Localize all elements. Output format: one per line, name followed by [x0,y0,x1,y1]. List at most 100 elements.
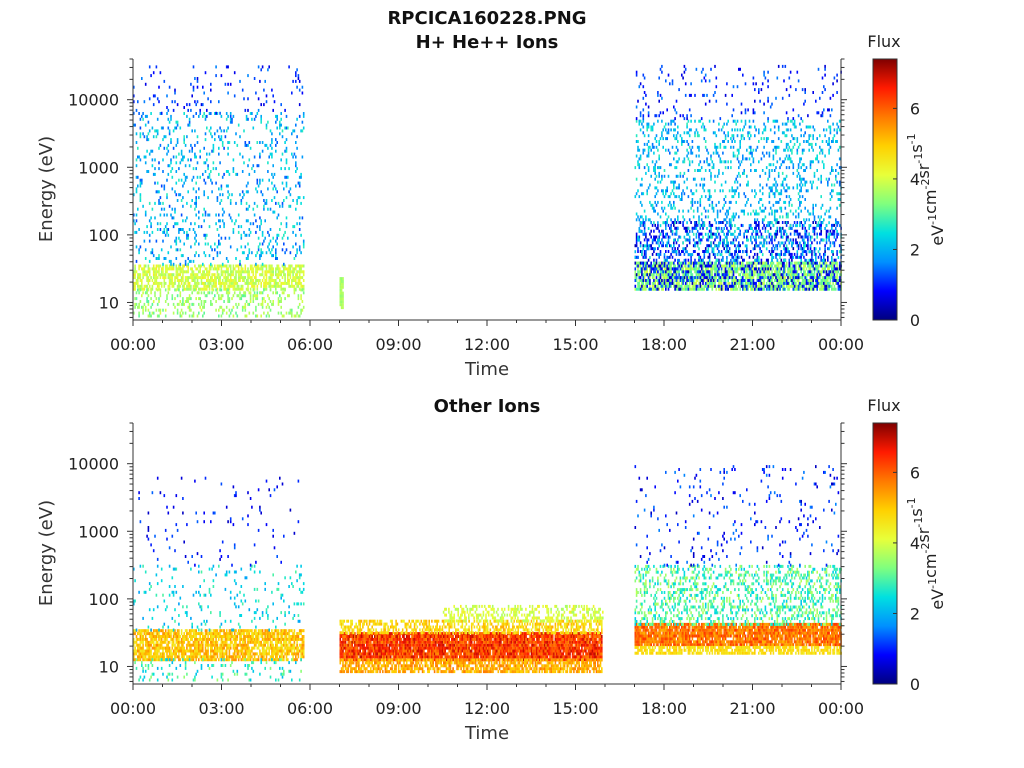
spectrogram-cell [726,236,728,239]
spectrogram-cell [233,294,235,297]
spectrogram-cell [237,288,239,291]
spectrogram-cell [203,193,205,196]
spectrogram-cell [165,288,167,291]
spectrogram-cell [684,140,686,143]
spectrogram-cell [158,167,160,170]
spectrogram-cell [218,294,220,297]
spectrogram-cell [656,241,658,244]
spectrogram-cell [205,300,207,303]
spectrogram-cell [701,213,703,216]
spectrogram-cell [757,288,759,291]
spectrogram-cell [689,253,691,256]
spectrogram-cell [670,265,672,268]
spectrogram-cell [183,173,185,176]
spectrogram-cell [233,306,235,309]
spectrogram-cell [733,233,735,236]
spectrogram-cell [830,276,832,279]
spectrogram-cell [684,172,686,175]
spectrogram-cell [205,118,207,121]
spectrogram-cell [704,285,706,288]
spectrogram-cell [658,175,660,178]
spectrogram-cell [149,153,151,156]
spectrogram-cell [686,123,688,126]
spectrogram-cell [680,279,682,282]
spectrogram-cell [639,282,641,285]
spectrogram-cell [213,285,215,288]
spectrogram-cell [275,282,277,285]
spectrogram-cell [743,267,745,270]
spectrogram-cell [264,80,266,83]
spectrogram-cell [797,230,799,233]
spectrogram-cell [722,256,724,259]
spectrogram-cell [209,176,211,179]
spectrogram-cell [144,135,146,138]
spectrogram-cell [263,240,265,243]
spectrogram-cell [743,236,745,239]
spectrogram-cell [839,273,841,276]
spectrogram-cell [238,267,240,270]
spectrogram-cell [221,129,223,132]
spectrogram-cell [253,288,255,291]
spectrogram-cell [206,127,208,130]
spectrogram-cell [734,236,736,239]
spectrogram-cell [648,259,650,262]
spectrogram-cell [266,285,268,288]
spectrogram-cell [644,227,646,230]
spectrogram-cell [205,132,207,135]
spectrogram-cell [300,282,302,285]
spectrogram-cell [234,267,236,270]
spectrogram-cell [653,273,655,276]
spectrogram-cell [210,83,212,86]
spectrogram-cell [694,282,696,285]
spectrogram-cell [834,267,836,270]
spectrogram-cell [839,262,841,265]
spectrogram-cell [645,288,647,291]
spectrogram-cell [222,214,224,217]
spectrogram-cell [660,282,662,285]
spectrogram-cell [295,234,297,237]
spectrogram-cell [254,291,256,294]
spectrogram-cell [198,303,200,306]
spectrogram-cell [747,267,749,270]
spectrogram-cell [257,297,259,300]
spectrogram-cell [660,267,662,270]
spectrogram-cell [302,156,304,159]
spectrogram-cell [176,182,178,185]
spectrogram-cell [816,241,818,244]
spectrogram-cell [734,230,736,233]
spectrogram-cell [259,153,261,156]
spectrogram-cell [712,201,714,204]
spectrogram-cell [238,225,240,228]
spectrogram-cell [231,279,233,282]
spectrogram-cell [643,265,645,268]
spectrogram-cell [747,273,749,276]
spectrogram-cell [666,242,668,245]
spectrogram-cell [241,297,243,300]
spectrogram-cell [763,282,765,285]
spectrogram-cell [198,265,200,268]
spectrogram-cell [777,285,779,288]
spectrogram-cell [247,267,249,270]
spectrogram-cell [241,237,243,240]
spectrogram-cell [145,248,147,251]
spectrogram-cell [669,195,671,198]
spectrogram-cell [717,247,719,250]
spectrogram-cell [806,236,808,239]
spectrogram-cell [233,170,235,173]
spectrogram-cell [725,137,727,140]
spectrogram-cell [148,300,150,303]
spectrogram-cell [650,265,652,268]
spectrogram-cell [169,279,171,282]
spectrogram-cell [189,150,191,153]
spectrogram-cell [158,257,160,260]
spectrogram-cell [644,143,646,146]
spectrogram-cell [203,190,205,193]
spectrogram-cell [259,243,261,246]
spectrogram-cell [690,189,692,192]
spectrogram-cell [149,315,151,318]
spectrogram-cell [233,115,235,118]
spectrogram-cell [226,276,228,279]
spectrogram-cell [720,143,722,146]
spectrogram-cell [255,115,257,118]
spectrogram-cell [270,282,272,285]
